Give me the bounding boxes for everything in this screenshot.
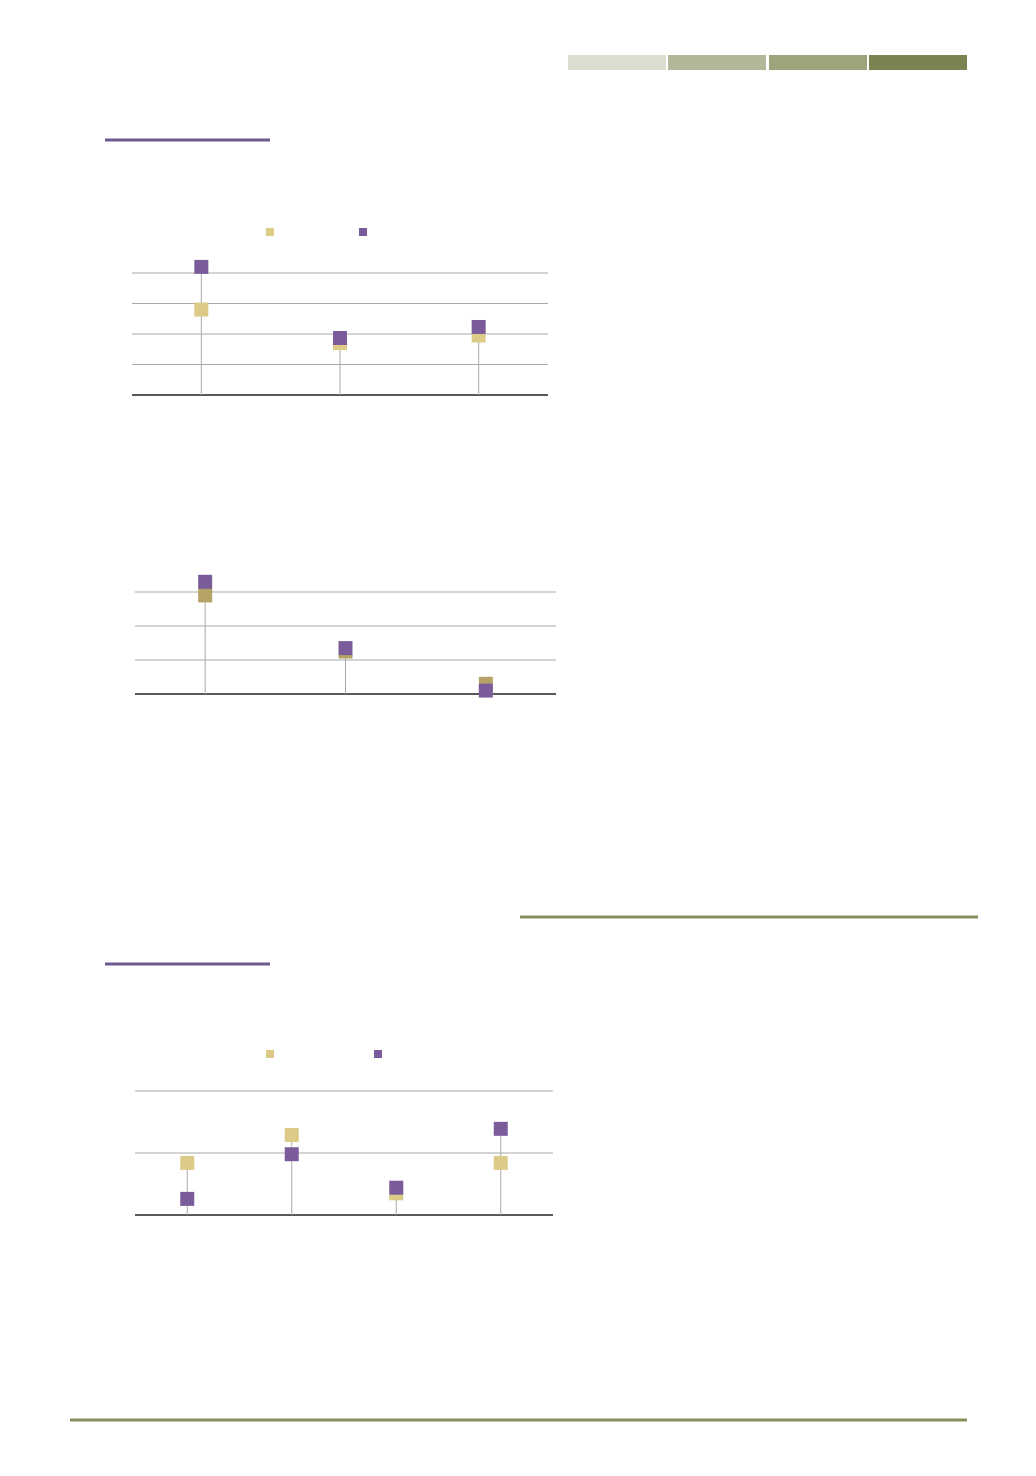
dot-marker [180, 1191, 195, 1206]
legend-swatch [266, 228, 274, 236]
dot-marker [471, 319, 486, 334]
dot-marker [180, 1155, 195, 1170]
legend-swatch [359, 228, 367, 236]
dot-marker [338, 641, 353, 656]
dot-marker [493, 1121, 508, 1136]
dot-marker [198, 574, 213, 589]
dot-marker [198, 588, 213, 603]
dot-marker [284, 1128, 299, 1143]
header-bar-segment [769, 55, 867, 70]
header-bar-segment [869, 55, 967, 70]
dot-marker [389, 1180, 404, 1195]
dot-marker [194, 302, 209, 317]
dot-marker [194, 259, 209, 274]
dot-marker [493, 1155, 508, 1170]
dot-marker [284, 1147, 299, 1162]
header-bar-segment [668, 55, 766, 70]
legend-swatch [374, 1050, 382, 1058]
dot-marker [333, 330, 347, 345]
legend-swatch [266, 1050, 274, 1058]
header-bar-segment [568, 55, 666, 70]
dot-marker [478, 683, 493, 698]
